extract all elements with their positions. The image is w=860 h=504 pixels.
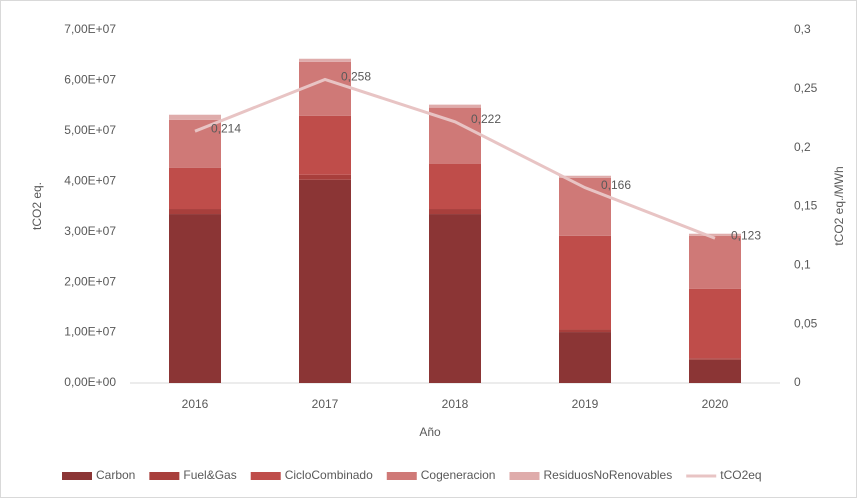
y-tick-label: 4,00E+07 xyxy=(64,173,116,187)
y2-tick-label: 0 xyxy=(794,375,801,389)
bar-segment xyxy=(429,209,481,215)
legend-label: Fuel&Gas xyxy=(183,468,236,482)
bar-segment xyxy=(559,329,611,333)
y2-tick-label: 0,3 xyxy=(794,22,811,36)
bar-segment xyxy=(299,179,351,383)
bar-segment xyxy=(559,175,611,178)
legend-label: tCO2eq xyxy=(720,468,761,482)
legend-label: ResiduosNoRenovables xyxy=(543,468,672,482)
legend-swatch xyxy=(62,472,92,480)
y2-tick-label: 0,2 xyxy=(794,140,811,154)
y-tick-label: 7,00E+07 xyxy=(64,22,116,36)
legend-swatch xyxy=(149,472,180,480)
legend-label: Cogeneracion xyxy=(421,468,496,482)
y2-tick-label: 0,15 xyxy=(794,199,818,213)
y-tick-label: 0,00E+00 xyxy=(64,375,116,389)
y2-axis-label: tCO2 eq./MWh xyxy=(832,166,846,245)
line xyxy=(194,77,716,240)
legend-label: Carbon xyxy=(96,468,135,482)
bar-segment xyxy=(429,104,481,108)
legend-label: CicloCombinado xyxy=(285,468,373,482)
legend-swatch xyxy=(386,472,417,480)
legend-swatch xyxy=(250,472,281,480)
y2-tick-label: 0,25 xyxy=(794,81,818,95)
y-tick-label: 6,00E+07 xyxy=(64,73,116,87)
data-label: 0,166 xyxy=(601,178,631,192)
bar-segment xyxy=(299,61,351,116)
bar-segment xyxy=(169,214,221,383)
data-label: 0,222 xyxy=(471,112,501,126)
y-axis-label: tCO2 eq. xyxy=(30,182,44,230)
y2-tick-label: 0,1 xyxy=(794,258,811,272)
bar-segment xyxy=(559,235,611,330)
y2-tick-label: 0,05 xyxy=(794,316,818,330)
x-axis-label: Año xyxy=(419,425,441,439)
bar-segment xyxy=(429,214,481,383)
x-tick-label: 2020 xyxy=(702,397,729,411)
bar-segment xyxy=(169,119,221,168)
data-label: 0,214 xyxy=(211,121,241,135)
bar-segment xyxy=(429,163,481,210)
bar-segment xyxy=(689,235,741,289)
y-tick-label: 5,00E+07 xyxy=(64,123,116,137)
data-label: 0,258 xyxy=(341,70,371,84)
y-tick-label: 3,00E+07 xyxy=(64,224,116,238)
legend-swatch xyxy=(509,472,540,480)
x-tick-label: 2017 xyxy=(312,397,339,411)
y-tick-label: 1,00E+07 xyxy=(64,325,116,339)
bar-segment xyxy=(299,58,351,62)
x-tick-label: 2016 xyxy=(182,397,209,411)
bar-segment xyxy=(299,115,351,175)
bar-segment xyxy=(689,359,741,383)
bar-segment xyxy=(169,114,221,120)
bar-segment xyxy=(689,358,741,360)
bar-segment xyxy=(689,233,741,236)
bar-segment xyxy=(689,288,741,359)
bar-segment xyxy=(169,167,221,210)
data-label: 0,123 xyxy=(731,228,761,242)
bar-segment xyxy=(299,174,351,180)
y-tick-label: 2,00E+07 xyxy=(64,274,116,288)
x-tick-label: 2018 xyxy=(442,397,469,411)
x-tick-label: 2019 xyxy=(572,397,599,411)
bar-segment xyxy=(559,332,611,383)
bar-segment xyxy=(169,209,221,215)
